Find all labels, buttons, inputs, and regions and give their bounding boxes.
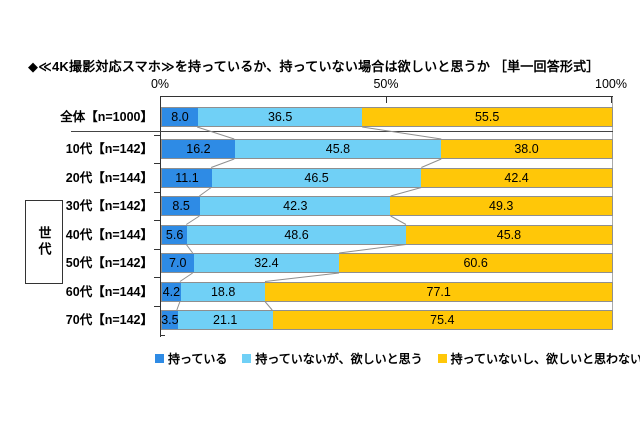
row-gap-tick [154, 277, 160, 279]
bar-segment: 42.4 [421, 168, 612, 187]
bar-segment: 32.4 [193, 254, 340, 272]
row-gap-tick [154, 163, 160, 165]
row-label-6: 60代【n=144】 [65, 284, 153, 299]
row-gap-tick [154, 135, 160, 136]
legend-swatch-want-icon [242, 354, 252, 363]
bar-value-label: 45.8 [496, 227, 522, 242]
row-label-5: 50代【n=142】 [65, 256, 153, 270]
generation-group-box: 世代 [25, 200, 63, 284]
bar-value-label: 3.5 [161, 313, 179, 327]
bar-segment: 36.5 [198, 108, 363, 126]
bar-value-label: 55.5 [474, 110, 500, 124]
bar-row-6: 4.2 18.8 77.1 [161, 281, 613, 302]
bar-row-4: 5.6 48.6 45.8 [161, 224, 613, 245]
total-separator-line [71, 131, 613, 132]
bar-segment: 45.8 [234, 140, 441, 158]
row-gap-tick [154, 248, 160, 250]
bar-value-label: 36.5 [267, 110, 293, 124]
axis-bottom-foot [160, 335, 165, 336]
bar-segment: 77.1 [265, 282, 612, 301]
bar-segment: 8.5 [162, 197, 201, 215]
axis-left-line [160, 96, 161, 337]
bar-segment: 60.6 [339, 254, 612, 272]
chart-title: ◆≪4K撮影対応スマホ≫を持っているか、持っていない場合は欲しいと思うか ［単一… [28, 59, 600, 74]
bar-value-label: 42.4 [504, 170, 529, 185]
legend: 持っている 持っていないが、欲しいと思う 持っていないし、欲しいと思わない [155, 350, 640, 367]
bar-value-label: 77.1 [426, 284, 451, 299]
bar-row-1: 16.2 45.8 38.0 [161, 139, 613, 159]
bar-value-label: 48.6 [284, 227, 309, 242]
bar-segment: 48.6 [187, 225, 406, 244]
bar-segment: 38.0 [440, 140, 612, 158]
bar-value-label: 21.1 [213, 313, 238, 327]
bar-segment: 45.8 [405, 225, 612, 244]
bar-value-label: 5.6 [165, 227, 184, 242]
legend-label-not-want: 持っていないし、欲しいと思わない [450, 352, 640, 366]
bar-value-label: 75.4 [430, 313, 455, 327]
bar-row-3: 8.5 42.3 49.3 [161, 196, 613, 216]
bar-value-label: 7.0 [169, 256, 187, 270]
bar-segment: 5.6 [162, 225, 188, 244]
bar-value-label: 4.2 [162, 284, 181, 299]
legend-item-want: 持っていないが、欲しいと思う [242, 350, 423, 367]
bar-segment: 11.1 [162, 168, 212, 187]
bar-segment: 55.5 [362, 108, 612, 126]
axis-tick-mark-50 [386, 96, 387, 103]
legend-label-own: 持っている [168, 352, 228, 366]
axis-tick-label-50: 50% [373, 77, 399, 91]
bar-row-2: 11.1 46.5 42.4 [161, 167, 613, 188]
bar-segment: 49.3 [390, 197, 612, 215]
legend-swatch-not-want-icon [437, 354, 447, 363]
bar-row-0: 8.0 36.5 55.5 [161, 107, 613, 127]
bar-value-label: 18.8 [210, 284, 236, 299]
generation-group-label: 世代 [36, 226, 52, 258]
row-label-1: 10代【n=142】 [65, 142, 153, 156]
bar-value-label: 46.5 [304, 170, 329, 185]
axis-tick-label-0: 0% [150, 77, 170, 91]
bar-segment: 4.2 [162, 282, 181, 301]
bar-segment: 75.4 [272, 311, 612, 329]
row-gap-tick [154, 191, 160, 193]
axis-tick-label-100: 100% [595, 77, 627, 91]
row-gap-tick [154, 305, 160, 307]
bar-value-label: 49.3 [489, 199, 514, 213]
bar-value-label: 32.4 [254, 256, 279, 270]
bar-value-label: 42.3 [283, 199, 308, 213]
bar-value-label: 8.0 [171, 110, 189, 124]
bar-row-7: 3.5 21.1 75.4 [161, 310, 613, 330]
row-label-0: 全体【n=1000】 [60, 110, 153, 124]
row-gap-tick [154, 220, 160, 222]
bar-row-5: 7.0 32.4 60.6 [161, 253, 613, 273]
bar-segment: 46.5 [211, 168, 422, 187]
row-label-2: 20代【n=144】 [65, 170, 153, 185]
bar-segment: 21.1 [177, 311, 273, 329]
row-label-3: 30代【n=142】 [65, 199, 153, 213]
bar-segment: 7.0 [162, 254, 194, 272]
bar-value-label: 60.6 [463, 256, 488, 270]
bar-value-label: 45.8 [325, 142, 351, 156]
bar-segment: 8.0 [162, 108, 198, 126]
bar-segment: 16.2 [162, 140, 235, 158]
legend-item-not-want: 持っていないし、欲しいと思わない [437, 350, 640, 367]
row-label-7: 70代【n=142】 [65, 313, 153, 327]
legend-swatch-own-icon [155, 354, 164, 363]
axis-tick-mark-100 [611, 96, 612, 103]
bar-segment: 3.5 [161, 311, 179, 329]
bar-value-label: 11.1 [175, 170, 199, 185]
bar-segment: 18.8 [180, 282, 266, 301]
bar-segment: 42.3 [200, 197, 391, 215]
legend-label-want: 持っていないが、欲しいと思う [255, 352, 423, 366]
row-label-4: 40代【n=144】 [65, 227, 153, 242]
legend-item-own: 持っている [155, 350, 227, 367]
bar-value-label: 8.5 [172, 199, 190, 213]
bar-value-label: 38.0 [514, 142, 539, 156]
bar-value-label: 16.2 [186, 142, 211, 156]
